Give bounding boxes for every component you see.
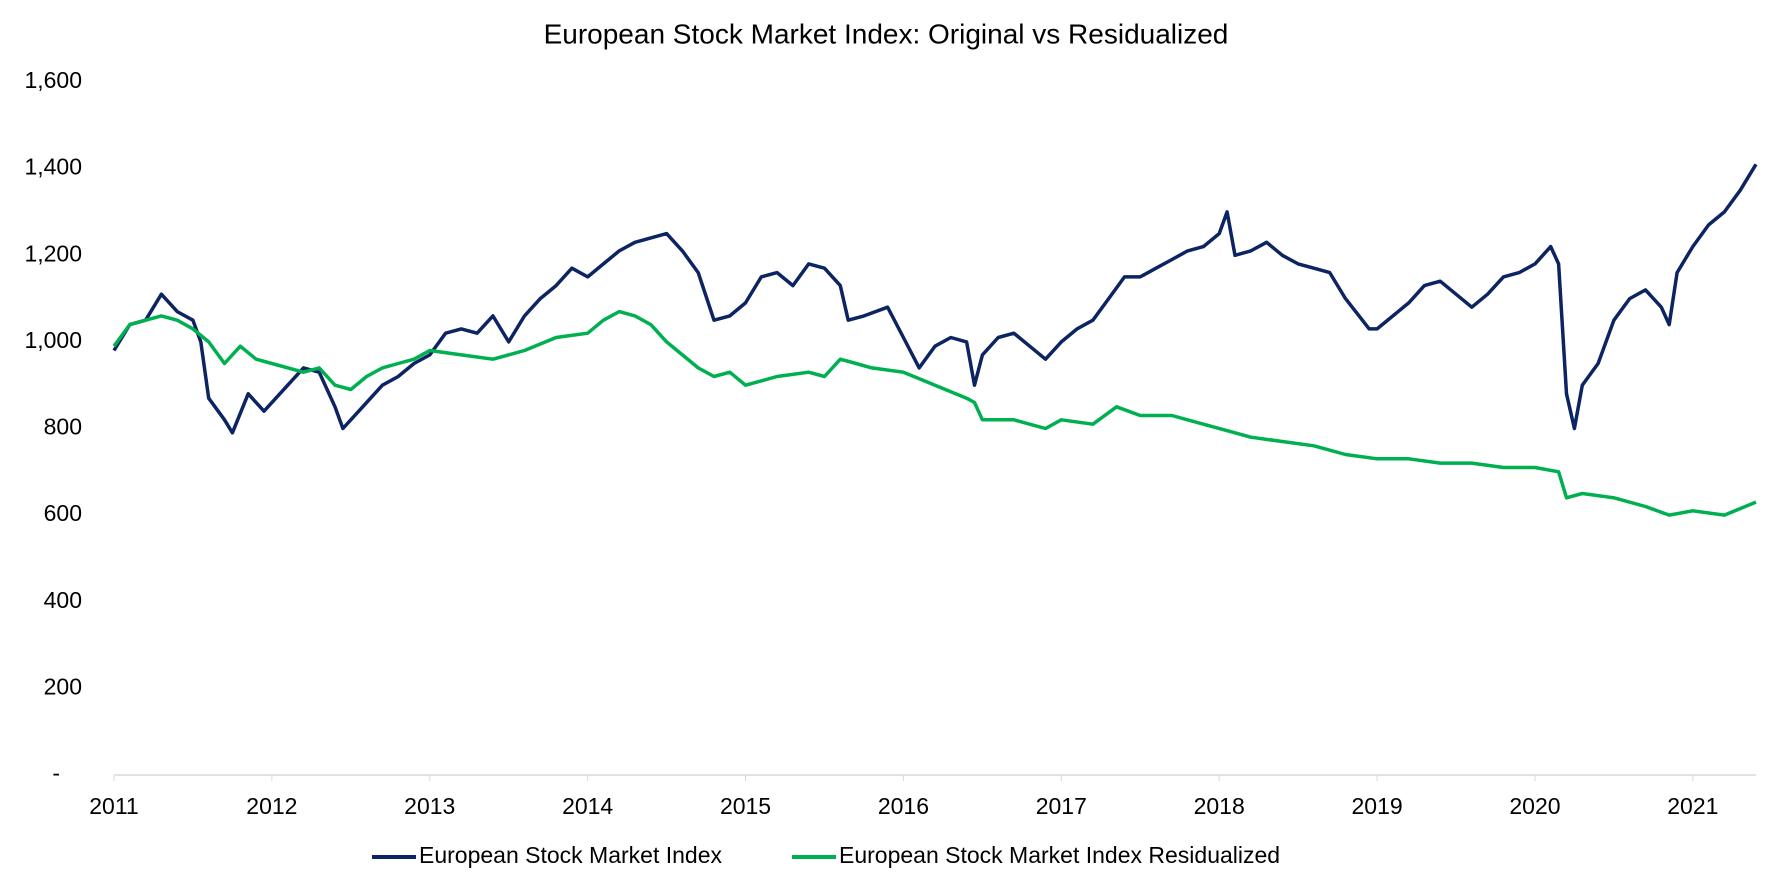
x-tick-label: 2017 bbox=[1036, 793, 1087, 819]
series-line bbox=[112, 163, 1758, 435]
series-line bbox=[112, 309, 1757, 517]
y-tick-label: 200 bbox=[44, 673, 82, 699]
chart-title: European Stock Market Index: Original vs… bbox=[544, 18, 1229, 49]
y-tick-label: 400 bbox=[44, 587, 82, 613]
x-tick-label: 2019 bbox=[1351, 793, 1402, 819]
y-tick-label: 1,200 bbox=[24, 240, 82, 266]
y-tick-label: 1,400 bbox=[24, 154, 82, 180]
y-tick-label: - bbox=[52, 760, 60, 786]
x-tick-label: 2012 bbox=[246, 793, 297, 819]
x-tick-label: 2016 bbox=[878, 793, 929, 819]
x-tick-label: 2013 bbox=[404, 793, 455, 819]
x-tick-label: 2015 bbox=[720, 793, 771, 819]
legend-label: European Stock Market Index bbox=[419, 842, 722, 868]
y-tick-label: 1,600 bbox=[24, 67, 82, 93]
x-tick-label: 2021 bbox=[1667, 793, 1718, 819]
x-tick-label: 2011 bbox=[89, 793, 138, 819]
y-tick-label: 600 bbox=[44, 500, 82, 526]
x-tick-label: 2020 bbox=[1509, 793, 1560, 819]
x-tick-label: 2014 bbox=[562, 793, 613, 819]
y-tick-label: 1,000 bbox=[24, 327, 82, 353]
legend-label: European Stock Market Index Residualized bbox=[839, 842, 1280, 868]
x-tick-label: 2018 bbox=[1194, 793, 1245, 819]
y-tick-label: 800 bbox=[44, 414, 82, 440]
